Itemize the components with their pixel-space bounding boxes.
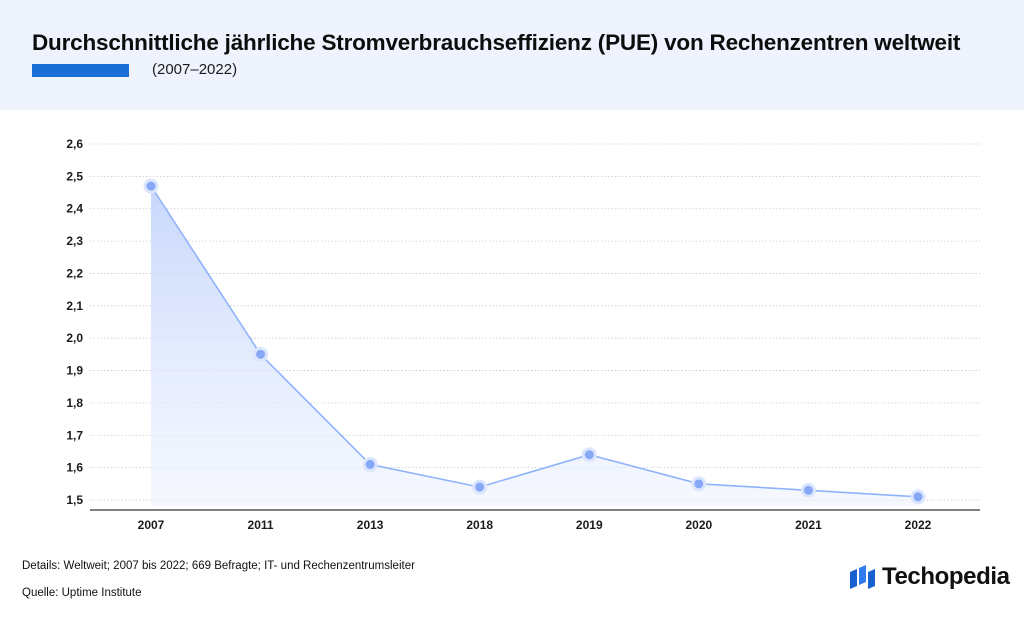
data-point [584, 450, 594, 460]
data-markers [143, 178, 926, 505]
techopedia-logo: Techopedia [848, 563, 1010, 591]
pue-area-chart: 1,5 1,6 1,7 1,8 1,9 2,0 2,1 2,2 2,3 2,4 2,5 2,6 200… [66, 137, 980, 532]
y-tick-label: 2,0 [66, 331, 83, 345]
data-point [803, 485, 813, 495]
y-tick-label: 1,6 [66, 461, 83, 475]
series-line [150, 185, 919, 498]
y-tick-label: 1,5 [66, 493, 83, 507]
y-tick-label: 2,6 [66, 137, 83, 151]
accent-bar [32, 64, 129, 77]
brand-name: Techopedia [882, 563, 1010, 590]
y-tick-label: 2,1 [66, 299, 83, 313]
y-tick-label: 2,3 [66, 234, 83, 248]
x-tick-label: 2019 [576, 518, 603, 532]
x-axis-labels: 2007 2011 2013 2018 2019 2020 2021 2022 [138, 518, 932, 532]
y-tick-label: 2,2 [66, 266, 83, 280]
x-tick-label: 2021 [795, 518, 822, 532]
data-point [694, 479, 704, 489]
techopedia-cubes-icon [850, 565, 875, 589]
details-note: Details: Weltweit; 2007 bis 2022; 669 Be… [22, 560, 415, 572]
y-tick-label: 2,4 [66, 202, 83, 216]
y-tick-label: 2,5 [66, 169, 83, 183]
data-point [365, 459, 375, 469]
x-tick-label: 2011 [248, 518, 274, 532]
chart-subtitle: (2007–2022) [152, 61, 238, 78]
data-point [913, 492, 923, 502]
data-point [146, 181, 156, 191]
area-fill [151, 186, 918, 506]
x-tick-label: 2013 [357, 518, 384, 532]
x-tick-label: 2020 [686, 518, 713, 532]
header-banner: Durchschnittliche jährliche Stromverbrau… [0, 0, 1024, 110]
x-tick-label: 2018 [466, 518, 493, 532]
data-point [256, 349, 266, 359]
y-tick-label: 1,9 [66, 364, 83, 378]
x-tick-label: 2022 [905, 518, 932, 532]
y-tick-label: 1,7 [66, 428, 83, 442]
x-tick-label: 2007 [138, 518, 165, 532]
y-axis-labels: 1,5 1,6 1,7 1,8 1,9 2,0 2,1 2,2 2,3 2,4 2,5 2,6 [66, 137, 83, 507]
y-tick-label: 1,8 [66, 396, 83, 410]
chart-title: Durchschnittliche jährliche Stromverbrau… [32, 30, 961, 55]
data-point [475, 482, 485, 492]
source-note: Quelle: Uptime Institute [22, 587, 142, 599]
